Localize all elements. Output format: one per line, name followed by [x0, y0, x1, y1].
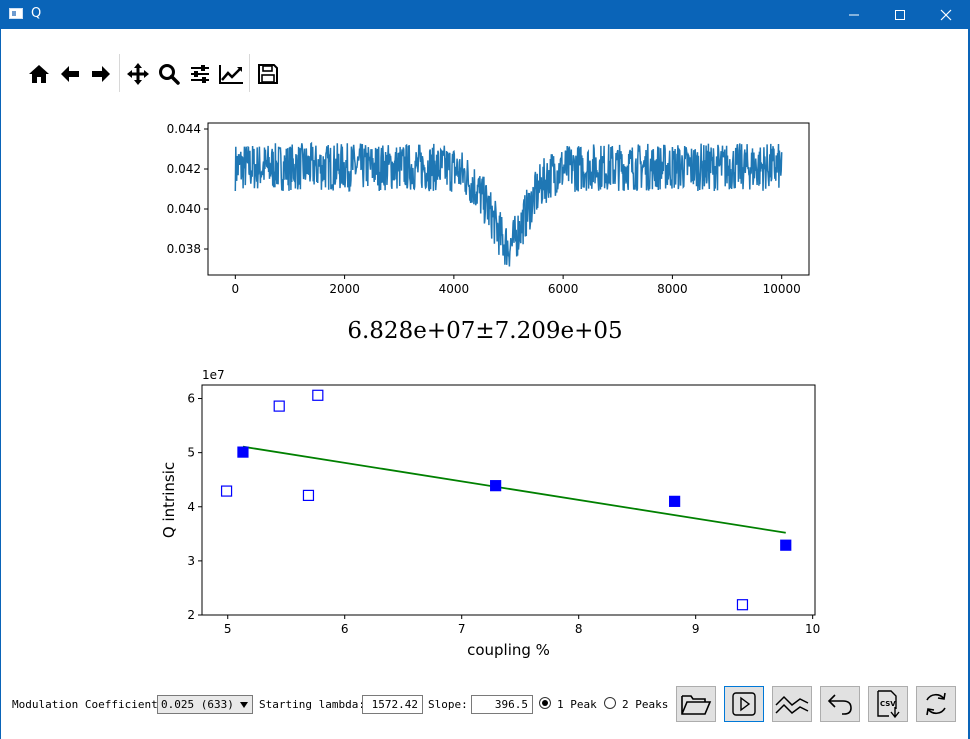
toolbar-separator	[119, 54, 120, 92]
x-tick-label: 10	[805, 622, 820, 636]
minimize-icon	[849, 14, 859, 15]
y-tick-label: 0.040	[167, 202, 201, 216]
maximize-button[interactable]	[877, 0, 923, 29]
modulation-value: 0.025 (633)	[161, 698, 234, 711]
radio-2-peaks[interactable]	[604, 697, 616, 709]
data-point-open	[312, 389, 324, 401]
back-icon	[61, 66, 79, 82]
x-tick-label: 8	[575, 622, 583, 636]
x-tick-label: 0	[231, 282, 239, 296]
data-point-open	[736, 599, 749, 611]
pan-icon	[127, 63, 149, 85]
chevron-down-icon	[240, 702, 248, 708]
data-point-filled	[490, 480, 502, 492]
zoom-button[interactable]	[154, 58, 184, 90]
save-button[interactable]	[253, 58, 283, 90]
undo-icon	[827, 694, 852, 715]
app-icon	[9, 8, 23, 19]
close-icon	[940, 9, 952, 20]
trend-button[interactable]	[772, 686, 812, 722]
slope-input[interactable]: 396.5	[471, 695, 533, 714]
y-scale-label: 1e7	[202, 368, 225, 382]
configure-subplots-icon	[191, 65, 209, 83]
refresh-icon	[926, 692, 946, 716]
x-tick-label: 10000	[763, 282, 801, 296]
close-button[interactable]	[923, 0, 969, 29]
radio-1-peak-label: 1 Peak	[557, 698, 597, 711]
zoom-icon	[159, 64, 180, 85]
home-icon	[29, 65, 49, 83]
window-border	[968, 29, 970, 739]
edit-axis-icon	[219, 65, 243, 84]
signal-series-line	[234, 141, 783, 267]
forward-icon	[92, 66, 110, 82]
x-tick-label: 9	[692, 622, 700, 636]
data-point-filled	[237, 446, 249, 458]
x-tick-label: 2000	[329, 282, 360, 296]
radio-1-peak[interactable]	[539, 697, 551, 709]
x-tick-label: 4000	[439, 282, 470, 296]
minimize-button[interactable]	[831, 0, 877, 29]
slope-label: Slope:	[428, 698, 468, 711]
x-tick-label: 5	[224, 622, 232, 636]
x-tick-label: 8000	[657, 282, 688, 296]
open-folder-icon	[681, 695, 712, 715]
undo-button[interactable]	[820, 686, 860, 722]
y-tick-label: 3	[187, 554, 195, 568]
svg-text:CSV: CSV	[880, 700, 896, 708]
y-tick-label: 0.044	[167, 122, 201, 136]
control-bar: Modulation Coefficient: 0.025 (633) Star…	[0, 686, 970, 726]
save-icon	[258, 64, 278, 84]
data-point-filled	[780, 539, 792, 551]
data-point-open	[273, 400, 285, 412]
lambda-label: Starting lambda:	[259, 698, 365, 711]
lambda-input[interactable]: 1572.42	[362, 695, 423, 714]
title-bar: Q	[0, 0, 970, 29]
play-icon	[732, 692, 756, 716]
axes-frame	[201, 384, 816, 616]
y-tick-label: 2	[187, 608, 195, 622]
maximize-icon	[895, 9, 905, 20]
fit-result-text: 6.828e+07±7.209e+05	[347, 318, 623, 344]
q-intrinsic-plot: 5 6 7 8 9 10 2 3 4 5 6 coupling % Q intrinsic 1e7	[160, 368, 820, 659]
y-tick-label: 6	[187, 392, 195, 406]
x-tick-label: 7	[458, 622, 466, 636]
window-border	[0, 29, 1, 739]
back-button[interactable]	[55, 58, 85, 90]
edit-axis-button[interactable]	[216, 58, 246, 90]
y-tick-label: 5	[187, 446, 195, 460]
y-axis-label: Q intrinsic	[160, 462, 178, 538]
home-button[interactable]	[24, 58, 54, 90]
y-tick-label: 0.042	[167, 162, 201, 176]
window-title: Q	[31, 6, 42, 21]
modulation-label: Modulation Coefficient:	[12, 698, 165, 711]
data-point-filled	[669, 495, 681, 507]
y-tick-label: 0.038	[167, 242, 201, 256]
radio-2-peaks-label: 2 Peaks	[622, 698, 669, 711]
x-tick-label: 6000	[548, 282, 579, 296]
signal-plot: 0 2000 4000 6000 8000 10000 0.038 0.040 0.042 0.0…	[167, 122, 810, 296]
forward-button[interactable]	[86, 58, 116, 90]
configure-subplots-button[interactable]	[185, 58, 215, 90]
pan-button[interactable]	[123, 58, 153, 90]
data-point-open	[220, 485, 233, 497]
open-folder-button[interactable]	[676, 686, 716, 722]
csv-export-icon: CSV	[877, 690, 900, 719]
x-axis-label: coupling %	[467, 641, 550, 659]
refresh-button[interactable]	[916, 686, 956, 722]
csv-export-button[interactable]: CSV	[868, 686, 908, 722]
modulation-select[interactable]: 0.025 (633)	[157, 695, 253, 714]
run-button[interactable]	[724, 686, 764, 722]
fit-line	[242, 445, 786, 534]
data-point-open	[302, 489, 315, 501]
x-tick-label: 6	[341, 622, 349, 636]
y-tick-label: 4	[187, 500, 195, 514]
toolbar-separator	[249, 54, 250, 92]
axes-frame	[207, 122, 810, 276]
trend-icon	[775, 695, 809, 714]
